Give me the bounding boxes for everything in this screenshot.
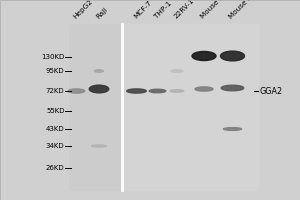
Ellipse shape: [170, 90, 184, 92]
Text: Raji: Raji: [95, 6, 108, 20]
Text: HepG2: HepG2: [72, 0, 94, 20]
Text: MCF-7: MCF-7: [132, 0, 152, 20]
Text: 34KD: 34KD: [46, 143, 64, 149]
Text: 43KD: 43KD: [46, 126, 64, 132]
Text: Mouse brain: Mouse brain: [200, 0, 235, 20]
Text: 95KD: 95KD: [46, 68, 64, 74]
Bar: [69, 24, 122, 190]
Text: 55KD: 55KD: [46, 108, 64, 114]
Ellipse shape: [220, 51, 244, 61]
Ellipse shape: [89, 85, 109, 93]
Ellipse shape: [171, 70, 183, 72]
Text: 72KD: 72KD: [46, 88, 64, 94]
Text: Mouse kidney: Mouse kidney: [228, 0, 268, 20]
Text: 26KD: 26KD: [46, 165, 64, 171]
Ellipse shape: [92, 145, 106, 147]
Ellipse shape: [224, 128, 242, 130]
Bar: [122, 24, 258, 190]
Text: GGA2: GGA2: [260, 86, 283, 96]
Bar: [69, 24, 258, 190]
Ellipse shape: [195, 87, 213, 91]
Ellipse shape: [127, 89, 146, 93]
Ellipse shape: [149, 89, 166, 93]
Ellipse shape: [221, 85, 244, 91]
Text: 130KD: 130KD: [41, 54, 64, 60]
Ellipse shape: [192, 51, 216, 61]
Ellipse shape: [68, 89, 85, 93]
Text: THP-1: THP-1: [153, 1, 172, 20]
Ellipse shape: [94, 70, 103, 72]
Text: 22RV-1: 22RV-1: [173, 0, 195, 20]
